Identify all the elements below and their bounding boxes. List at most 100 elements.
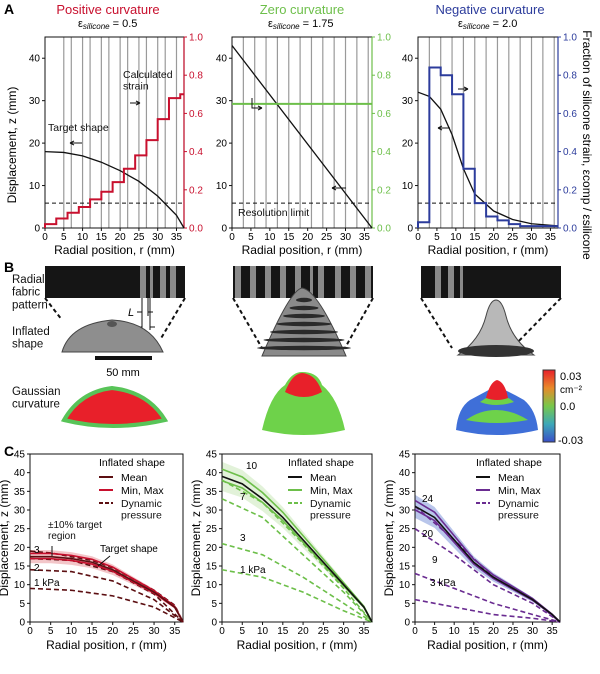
rowA-annotations: Target shape Calculated strain Resolution l…: [48, 69, 469, 219]
label-inflated-shape: Inflated shape: [12, 326, 50, 351]
legend-label-mean: Mean: [121, 472, 147, 484]
y-tick-label: 40: [399, 468, 411, 479]
y-tick-label: 0: [211, 618, 217, 629]
y2-tick-label: 0.2: [189, 185, 203, 196]
x-tick-label: 25: [321, 232, 333, 243]
leader-line: [511, 297, 562, 349]
plot-frame: [231, 36, 373, 229]
label-L: L: [128, 307, 134, 319]
legend-label-minmax: Min, Max: [121, 485, 164, 497]
pressure-label-3m: 3: [240, 533, 246, 544]
arrow-right-icon: [251, 98, 263, 111]
dimension-arrows: [137, 311, 155, 328]
y2-tick-label: 0.8: [563, 71, 577, 82]
rowA-right-ylabel: Fraction of silicone strain, εcomp / εsi…: [580, 30, 594, 260]
legend-title: Inflated shape: [99, 457, 165, 469]
legend-label-dynamic: Dynamic pressure: [498, 498, 539, 522]
fabric-band: [435, 266, 441, 298]
pressure-label-10: 10: [246, 461, 258, 472]
eps-label-0: εsilicone = 0.5: [78, 18, 137, 31]
chart-c-1: 0 5 10 15 20 25 30 35 0 5 10 15 20 25 30 35 40 45 Radial p…: [189, 450, 373, 652]
x-tick-label: 5: [61, 232, 67, 243]
y2-tick-label: 1.0: [377, 33, 391, 44]
y-tick-label: 10: [399, 580, 411, 591]
arrow-left-icon: [331, 185, 346, 191]
x-tick-label: 15: [469, 232, 481, 243]
target-region-band: [222, 461, 372, 622]
shape-stripe: [289, 305, 319, 311]
pressure-label-24: 24: [422, 494, 434, 505]
x-tick-label: 35: [545, 232, 557, 243]
y2-tick-label: 0.8: [377, 71, 391, 82]
x-tick-label: 20: [107, 626, 119, 637]
shape-stripe: [257, 345, 351, 351]
x-tick-label: 5: [48, 626, 54, 637]
eps-label-1: εsilicone = 1.75: [268, 18, 334, 31]
x-tick-label: 25: [318, 626, 330, 637]
y2-tick-label: 0.8: [189, 71, 203, 82]
legend-label-dynamic: Dynamic pressure: [121, 498, 162, 522]
fabric-band: [310, 266, 313, 298]
y2-tick-label: 0.6: [377, 109, 391, 120]
y2-tick-label: 0.4: [377, 147, 391, 158]
x-tick-label: 15: [468, 626, 480, 637]
fabric-band: [160, 266, 166, 298]
curvature-map-zero-top: [285, 373, 322, 397]
x-axis-label: Radial position, r (mm): [427, 638, 548, 652]
leader-line: [44, 297, 63, 321]
fabric-band: [250, 266, 256, 298]
colorbar-unit: cm⁻²: [560, 385, 583, 396]
y-tick-label: 40: [29, 54, 41, 65]
y-tick-label: 30: [402, 96, 414, 107]
legend-label-minmax: Min, Max: [498, 485, 541, 497]
title-zero: Zero curvature: [260, 2, 345, 17]
legend-title: Inflated shape: [288, 457, 354, 469]
rowA-ylabel: Displacement, z (mm): [5, 87, 19, 204]
dynamic-pressure-line: [29, 568, 184, 623]
plot-frame: [221, 453, 373, 623]
y-tick-label: 5: [19, 599, 25, 610]
y-tick-label: 10: [216, 181, 228, 192]
legend-label-mean: Mean: [310, 472, 336, 484]
y-tick-label: 25: [399, 524, 411, 535]
x-tick-label: 5: [248, 232, 254, 243]
leader-line: [232, 297, 263, 349]
x-tick-label: 35: [358, 626, 370, 637]
curvature-band: [466, 410, 528, 423]
x-tick-label: 15: [96, 232, 108, 243]
x-tick-label: 20: [115, 232, 127, 243]
plot-frame: [414, 453, 561, 623]
calculated-strain-step: [44, 93, 184, 228]
leader-line: [159, 297, 186, 341]
x-tick-label: 0: [42, 232, 48, 243]
y-tick-label: 30: [216, 96, 228, 107]
x-tick-label: 25: [128, 626, 140, 637]
y-tick-label: 15: [14, 562, 26, 573]
x-tick-label: 10: [449, 626, 461, 637]
pressure-label-9: 9: [432, 555, 438, 566]
legend-title: Inflated shape: [476, 457, 542, 469]
x-tick-label: 10: [264, 232, 276, 243]
fabric-band: [460, 266, 463, 298]
inflated-shape-negative: [456, 299, 536, 356]
y-tick-label: 45: [399, 450, 411, 461]
fabric-band: [295, 266, 301, 298]
y-tick-label: 0: [19, 618, 25, 629]
y2-tick-label: 0.0: [377, 224, 391, 235]
fabric-band: [280, 266, 286, 298]
x-axis-label: Radial position, r (mm): [242, 243, 363, 257]
y2-tick-label: 0.4: [563, 147, 577, 158]
y2-tick-label: 1.0: [563, 33, 577, 44]
title-positive: Positive curvature: [56, 2, 159, 17]
y-tick-label: 25: [206, 524, 218, 535]
annotation-target-shape: Target shape: [100, 544, 158, 555]
plot-frame: [417, 36, 559, 229]
x-tick-label: 20: [298, 626, 310, 637]
y-tick-label: 25: [14, 524, 26, 535]
y-tick-label: 0: [34, 224, 40, 235]
shape-stripe: [270, 329, 338, 335]
chart-a-1: 0 5 10 15 20 25 30 35 0 10 20 30 40 0.0 0.2 0.4 0.6 0.8 1.…: [216, 33, 391, 258]
shape-stripe: [283, 313, 325, 319]
y-tick-label: 35: [14, 487, 26, 498]
